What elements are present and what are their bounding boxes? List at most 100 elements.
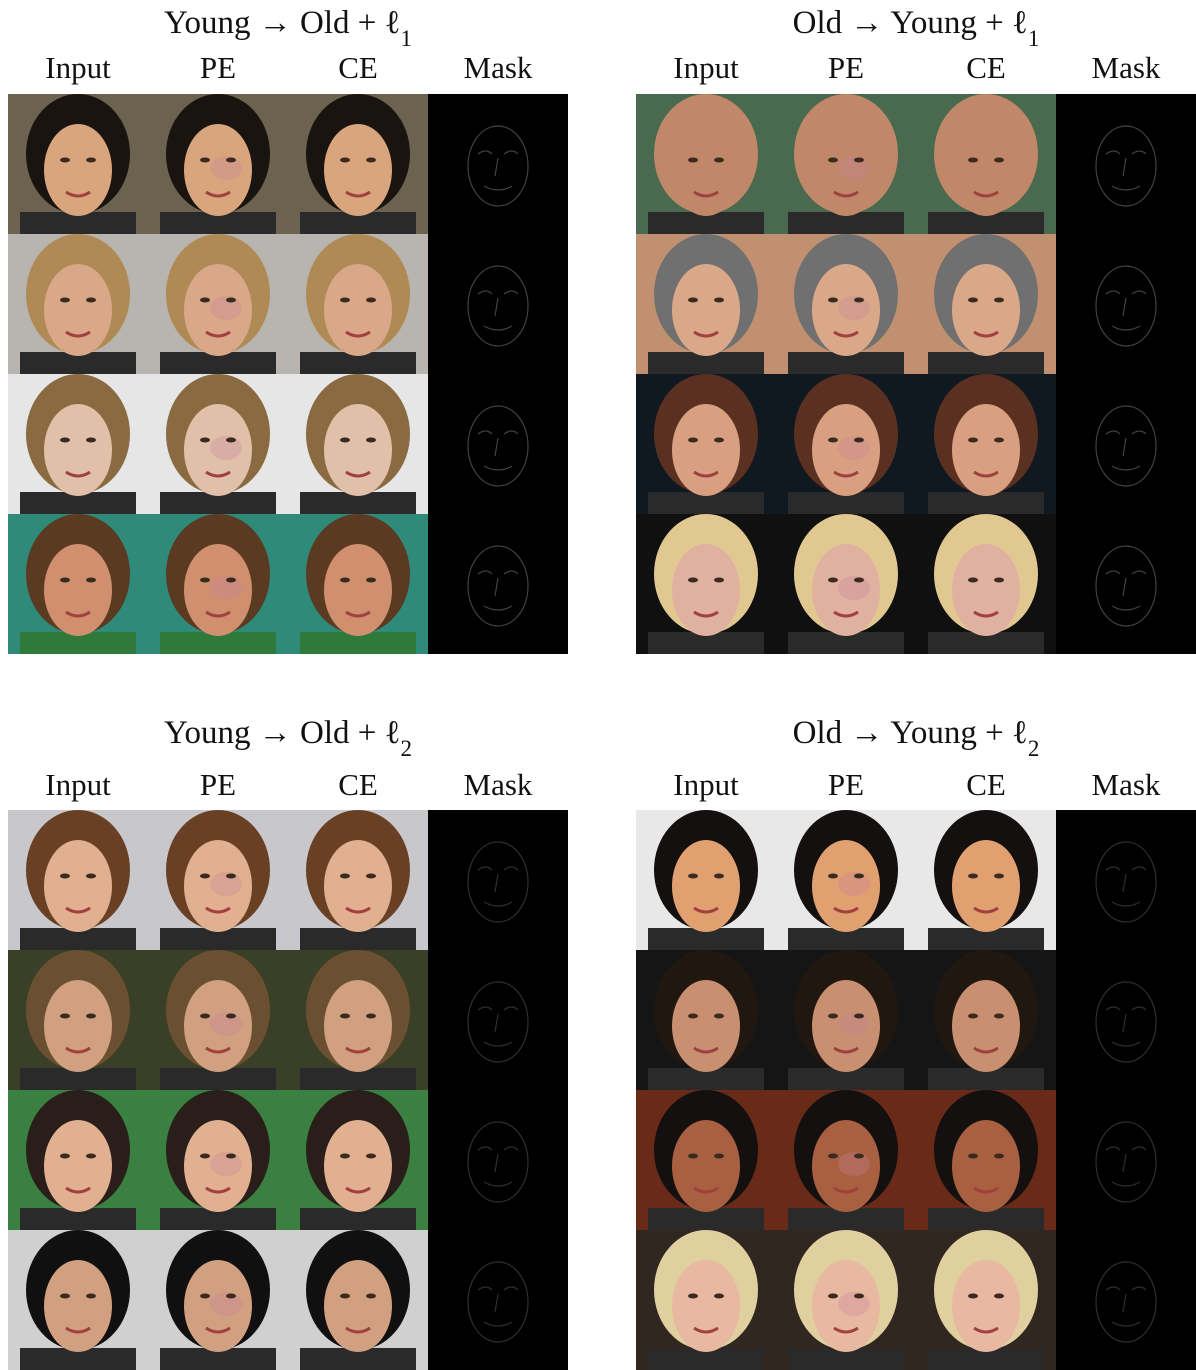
mouth — [973, 1046, 999, 1054]
face-image — [148, 1230, 288, 1370]
eye — [60, 157, 70, 163]
shoulders — [928, 1208, 1044, 1230]
mouth — [345, 190, 371, 198]
mask-edge — [1095, 1121, 1157, 1203]
face-image — [916, 94, 1056, 234]
mouth — [833, 1326, 859, 1334]
mask-edge — [1105, 430, 1147, 471]
face-image — [148, 374, 288, 514]
edit-artifact — [838, 436, 870, 460]
eye — [340, 297, 350, 303]
mask-image — [1056, 374, 1196, 514]
face-image — [8, 514, 148, 654]
eye — [340, 157, 350, 163]
panel: Young → Old + ℓ2 Input PE CE Mask — [8, 715, 568, 1370]
shoulders — [788, 928, 904, 950]
mouth — [205, 1186, 231, 1194]
title-text: Young → Old + ℓ — [164, 5, 400, 41]
shoulders — [20, 632, 136, 654]
face-image — [148, 234, 288, 374]
face — [44, 840, 112, 932]
mask-edge — [467, 265, 529, 347]
face — [184, 1120, 252, 1212]
mask-background — [428, 1230, 568, 1370]
eye — [994, 577, 1004, 583]
eye — [200, 1013, 210, 1019]
eye — [968, 437, 978, 443]
eye — [994, 1013, 1004, 1019]
column-header: CE — [966, 50, 1006, 85]
shoulders — [20, 212, 136, 234]
mask-image — [428, 1230, 568, 1370]
face-image — [148, 94, 288, 234]
eye — [60, 577, 70, 583]
mask-edge — [467, 1261, 529, 1343]
column-header: PE — [200, 767, 236, 802]
mask-image — [428, 810, 568, 950]
shoulders — [788, 492, 904, 514]
edit-artifact — [838, 576, 870, 600]
mask-image — [428, 1090, 568, 1230]
mouth — [65, 330, 91, 338]
mask-image — [1056, 1230, 1196, 1370]
face — [672, 264, 740, 356]
shoulders — [928, 1068, 1044, 1090]
eye — [340, 1293, 350, 1299]
shoulders — [20, 1348, 136, 1370]
shoulders — [788, 212, 904, 234]
face-image — [916, 514, 1056, 654]
eye — [366, 873, 376, 879]
eye — [86, 297, 96, 303]
eye — [340, 437, 350, 443]
eye — [994, 873, 1004, 879]
eye — [714, 157, 724, 163]
eye — [688, 873, 698, 879]
face-image — [148, 950, 288, 1090]
face — [812, 840, 880, 932]
shoulders — [300, 632, 416, 654]
mask-background — [428, 950, 568, 1090]
panel: Old → Young + ℓ2 Input PE CE Mask — [636, 715, 1196, 1370]
eye — [60, 1013, 70, 1019]
shoulders — [20, 928, 136, 950]
eye — [714, 873, 724, 879]
eye — [226, 577, 236, 583]
mask-background — [428, 234, 568, 374]
eye — [714, 437, 724, 443]
mask-edge — [477, 1146, 519, 1187]
mask-background — [1056, 374, 1196, 514]
mouth — [973, 906, 999, 914]
eye — [226, 1013, 236, 1019]
mask-image — [1056, 950, 1196, 1090]
face — [44, 1260, 112, 1352]
face — [324, 544, 392, 636]
face-image — [288, 514, 428, 654]
eye — [200, 297, 210, 303]
face-image — [776, 810, 916, 950]
shoulders — [648, 1208, 764, 1230]
mouth — [693, 1046, 719, 1054]
eye — [828, 1013, 838, 1019]
eye — [968, 873, 978, 879]
mask-edge — [1095, 841, 1157, 923]
eye — [340, 1013, 350, 1019]
mask-image — [1056, 810, 1196, 950]
eye — [714, 1153, 724, 1159]
mask-edge — [477, 1006, 519, 1047]
face — [812, 404, 880, 496]
shoulders — [20, 1208, 136, 1230]
eye — [714, 297, 724, 303]
shoulders — [160, 632, 276, 654]
face — [812, 980, 880, 1072]
mouth — [693, 906, 719, 914]
mouth — [833, 610, 859, 618]
face-image — [8, 374, 148, 514]
mouth — [65, 190, 91, 198]
mouth — [973, 470, 999, 478]
mask-background — [1056, 950, 1196, 1090]
mask-edge — [477, 1286, 519, 1327]
eye — [366, 1293, 376, 1299]
mouth — [693, 1186, 719, 1194]
mask-edge — [467, 125, 529, 207]
mouth — [833, 1046, 859, 1054]
